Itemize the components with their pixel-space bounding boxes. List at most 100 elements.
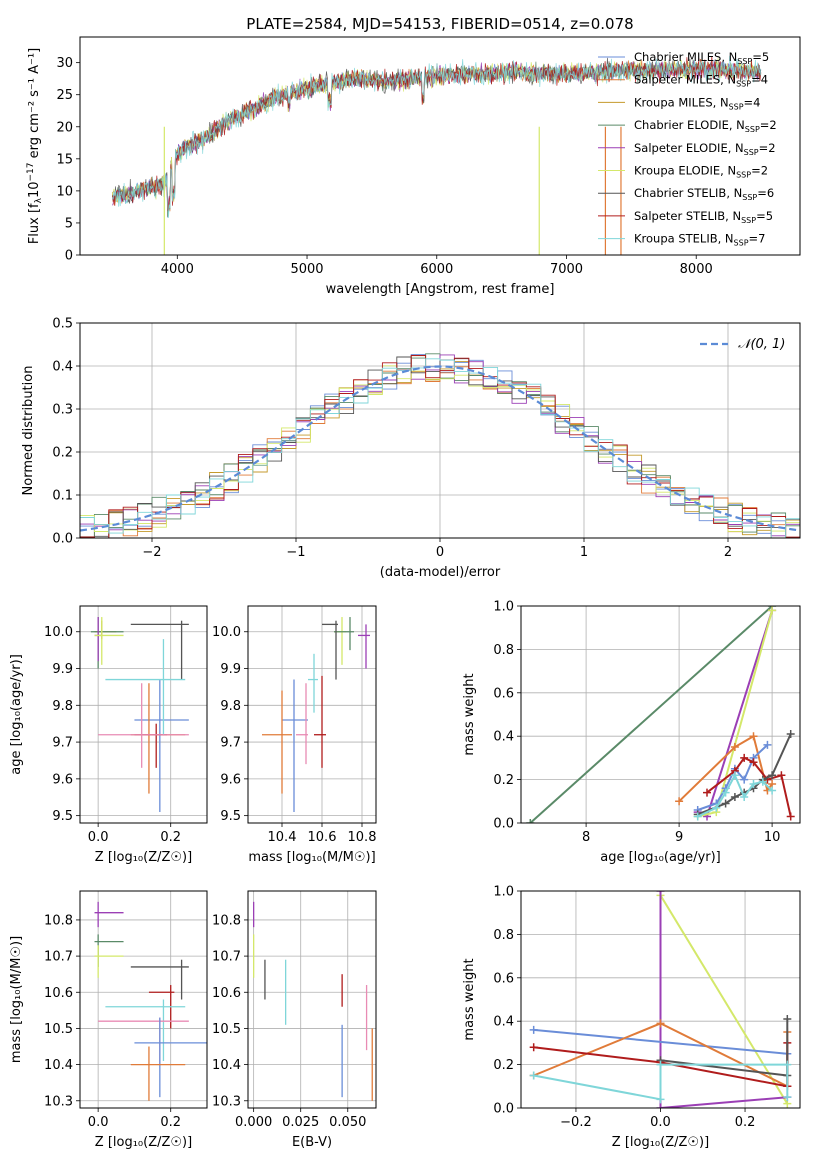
y-tick-label: 9.6 — [220, 772, 241, 787]
weight-line — [697, 609, 774, 818]
y-axis-label: Normed distribution — [21, 366, 36, 496]
legend-value: =7 — [749, 232, 766, 246]
weight-marker — [703, 788, 711, 797]
weight-marker — [693, 812, 702, 821]
y-axis-label: age [log₁₀(age/yr)] — [9, 654, 24, 775]
legend-sub: SSP — [741, 216, 756, 225]
residuals-plot-area — [80, 353, 800, 538]
x-tick-label: −0.2 — [560, 1115, 592, 1130]
axes-frame — [520, 605, 801, 824]
y-tick-label: 10.4 — [212, 1058, 241, 1073]
legend-sub: SSP — [736, 171, 751, 180]
y-tick-label: 0.5 — [52, 317, 73, 332]
weight-marker — [768, 606, 777, 615]
age_mass-panel: 10.4 10.6 10.8 9.5 9.6 9.7 9.8 9.9 10.0 mass [log… — [212, 605, 377, 865]
errorbar-point — [134, 723, 168, 768]
errorbar-point — [282, 679, 308, 812]
weight-marker — [656, 1095, 665, 1104]
x-tick-label: −2 — [142, 545, 161, 560]
legend-label: Chabrier ELODIE, NSSP=2 — [634, 118, 777, 134]
x-axis-label: Z [log₁₀(Z/Z☉)] — [95, 850, 192, 865]
y-tick-label: 10 — [56, 184, 73, 199]
mw_age-plot-area — [526, 606, 795, 823]
x-axis-label: age [log₁₀(age/yr)] — [600, 850, 721, 865]
x-tick-label: 0.2 — [160, 1115, 181, 1130]
x-tick-label: 0.2 — [735, 1115, 756, 1130]
weight-marker — [529, 1043, 538, 1052]
legend-name: Kroupa MILES, N — [634, 95, 729, 109]
errorbar-point — [90, 617, 124, 669]
weight-marker — [783, 1060, 792, 1069]
legend-label: Salpeter STELIB, NSSP=5 — [634, 209, 773, 225]
weight-marker — [721, 788, 730, 797]
legend-label: 𝒩(0, 1) — [738, 337, 785, 352]
legend-sub: SSP — [737, 57, 752, 66]
weight-line — [659, 891, 788, 1108]
y-tick-label: 0.2 — [52, 446, 73, 461]
weight-marker — [730, 743, 739, 752]
x-tick-label: 0.2 — [160, 830, 181, 845]
y-axis-label: mass [log₁₀(M/M☉)] — [9, 936, 24, 1063]
legend-label: Kroupa MILES, NSSP=4 — [634, 95, 760, 111]
y-tick-label: 10.5 — [44, 1022, 73, 1037]
weight-marker — [712, 803, 721, 812]
mass_Z-plot-area — [94, 901, 207, 1101]
y-tick-label: 15 — [56, 152, 73, 167]
errorbar-point — [134, 1017, 207, 1098]
weight-marker — [529, 1071, 538, 1080]
spectrum-panel: 4000 5000 6000 7000 8000 0 5 10 15 20 25 30 waveleng… — [26, 15, 801, 297]
weight-marker — [529, 1025, 538, 1034]
y-tick-label: 0.8 — [493, 928, 514, 943]
errorbar-point — [94, 617, 102, 662]
legend-value: =5 — [752, 50, 769, 64]
x-tick-label: 5000 — [290, 262, 323, 277]
y-tick-label: 10.7 — [44, 950, 73, 965]
y-tick-label: 9.9 — [220, 662, 241, 677]
y-tick-label: 0.3 — [52, 403, 73, 418]
y-tick-label: 0.4 — [493, 730, 514, 745]
errorbar-point — [334, 617, 354, 651]
x-tick-label: 0.000 — [235, 1115, 272, 1130]
errorbar-point — [134, 679, 189, 812]
y-tick-label: 10.5 — [212, 1022, 241, 1037]
x-tick-label: 10.6 — [308, 830, 337, 845]
weight-marker — [740, 775, 749, 784]
legend-name: Chabrier MILES, N — [634, 50, 737, 64]
errorbar-point — [105, 639, 186, 735]
weight-line — [529, 606, 773, 823]
x-tick-label: 10 — [764, 830, 781, 845]
errorbar-point — [130, 959, 189, 1000]
y-tick-label: 0.1 — [52, 489, 73, 504]
axes-frame — [247, 890, 377, 1109]
axes-frame — [79, 322, 801, 539]
x-tick-label: 4000 — [161, 262, 194, 277]
legend-label: Salpeter MILES, NSSP=4 — [634, 73, 768, 89]
legend-label: Kroupa STELIB, NSSP=7 — [634, 232, 765, 248]
y-label-sub: λ — [34, 197, 44, 203]
legend-value: =4 — [744, 95, 761, 109]
legend-sub: SSP — [729, 102, 744, 111]
y-tick-label: 10.8 — [44, 913, 73, 928]
legend-value: =2 — [760, 118, 777, 132]
legend-name: Salpeter MILES, N — [634, 73, 736, 87]
x-tick-label: 0.0 — [650, 1115, 671, 1130]
y-tick-label: 0.0 — [493, 1102, 514, 1117]
chart-title: PLATE=2584, MJD=54153, FIBERID=0514, z=0… — [246, 15, 633, 33]
x-tick-label: 0.0 — [88, 1115, 109, 1130]
y-tick-label: 0.8 — [493, 643, 514, 658]
residuals-panel: −2 −1 0 1 2 0.0 0.1 0.2 0.3 0.4 0.5 (data-model)/er… — [21, 317, 801, 580]
legend-label: Kroupa ELODIE, NSSP=2 — [634, 164, 768, 180]
age_Z-plot-area — [90, 617, 189, 812]
mw_Z-panel: −0.2 0.0 0.2 0.0 0.2 0.4 0.6 0.8 1.0 Z [log₁₀(Z/Z… — [462, 885, 801, 1150]
legend-label: Chabrier STELIB, NSSP=6 — [634, 186, 774, 202]
y-tick-label: 0.4 — [493, 1015, 514, 1030]
errorbar-point — [130, 683, 186, 794]
weight-marker — [721, 799, 730, 808]
age_mass-plot-area — [262, 617, 370, 812]
x-axis-label: Z [log₁₀(Z/Z☉)] — [95, 1135, 192, 1150]
errorbar-point — [358, 624, 370, 669]
weight-marker — [656, 891, 665, 895]
axes-frame — [520, 890, 801, 1109]
weight-line — [697, 610, 774, 818]
